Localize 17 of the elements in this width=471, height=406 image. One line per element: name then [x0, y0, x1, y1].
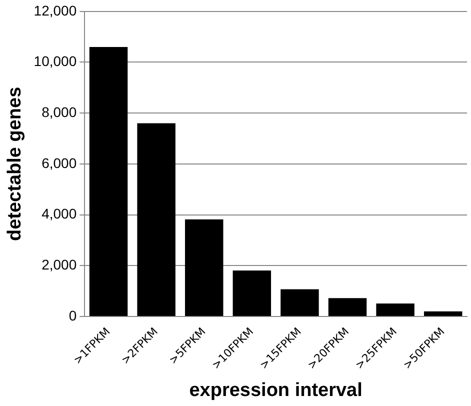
y-tick-label: 0: [68, 307, 77, 324]
bar: [232, 270, 272, 316]
y-tick-label: 2,000: [42, 256, 77, 272]
y-axis-title: detectable genes: [4, 86, 26, 242]
y-tick-label: 10,000: [34, 53, 77, 70]
bar: [280, 289, 319, 316]
bar: [137, 123, 176, 316]
bar: [424, 311, 462, 316]
y-tick-label: 6,000: [42, 154, 77, 171]
x-axis-title: expression interval: [189, 380, 362, 401]
y-tick-label: 12,000: [34, 2, 77, 18]
y-tick-label: 4,000: [42, 206, 77, 222]
bar: [376, 304, 414, 316]
bar: [184, 219, 224, 316]
bar: [328, 298, 367, 316]
y-tick-label: 8,000: [42, 104, 77, 120]
bar: [89, 46, 128, 316]
